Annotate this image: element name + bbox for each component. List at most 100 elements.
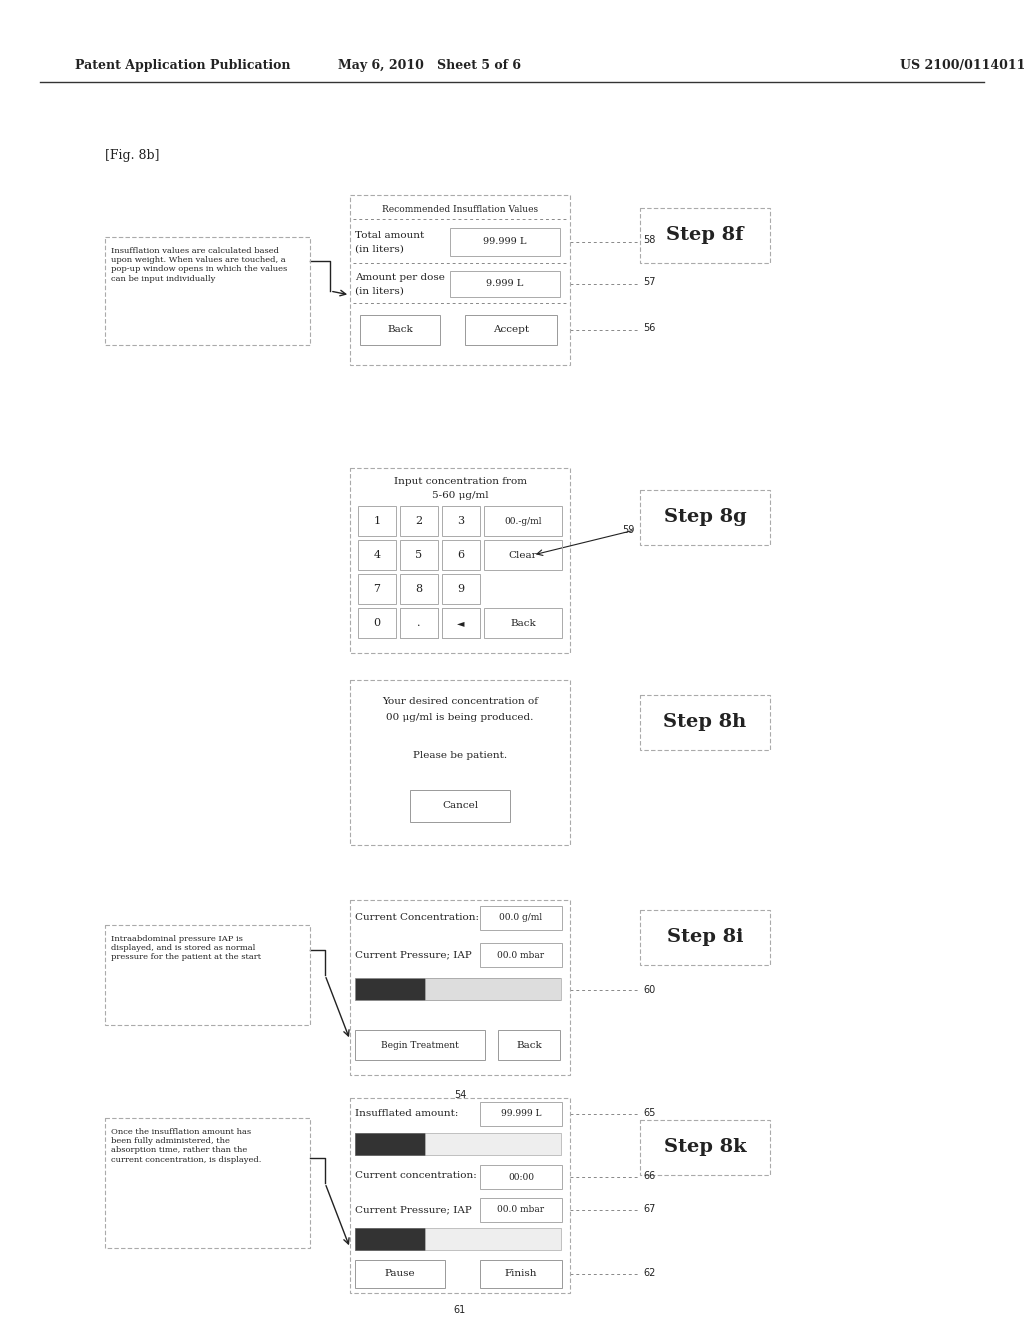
Bar (355, 1228, 425, 1250)
Bar (442, 609, 480, 638)
Bar (465, 315, 557, 345)
Text: [Fig. 8b]: [Fig. 8b] (105, 149, 160, 161)
Text: Patent Application Publication: Patent Application Publication (75, 58, 291, 71)
Bar (355, 978, 560, 1001)
Text: 00 μg/ml is being produced.: 00 μg/ml is being produced. (386, 714, 534, 722)
Text: .: . (417, 618, 421, 628)
Text: 7: 7 (374, 583, 381, 594)
Text: Step 8h: Step 8h (664, 713, 746, 731)
Text: Insufflated amount:: Insufflated amount: (355, 1110, 459, 1118)
Text: 99.999 L: 99.999 L (501, 1110, 542, 1118)
Text: Step 8i: Step 8i (667, 928, 743, 946)
Bar (640, 209, 770, 263)
Bar (480, 906, 562, 931)
Text: 00.-g/ml: 00.-g/ml (504, 516, 542, 525)
Bar (355, 1030, 485, 1060)
Text: Intraabdominal pressure IAP is
displayed, and is stored as normal
pressure for t: Intraabdominal pressure IAP is displayed… (111, 935, 261, 961)
Text: Please be patient.: Please be patient. (413, 751, 507, 759)
Text: 00:00: 00:00 (508, 1172, 534, 1181)
Bar (442, 609, 480, 638)
Text: 59: 59 (623, 525, 635, 535)
Text: Begin Treatment: Begin Treatment (381, 1040, 459, 1049)
Bar (425, 1228, 561, 1250)
Text: 58: 58 (643, 235, 655, 246)
Bar (450, 228, 560, 256)
Bar (410, 789, 510, 822)
Bar (480, 1166, 562, 1189)
Text: Current concentration:: Current concentration: (355, 1172, 477, 1180)
Bar (400, 574, 438, 605)
Text: 65: 65 (643, 1107, 655, 1118)
Bar (484, 540, 562, 570)
Text: 1: 1 (374, 516, 381, 525)
Bar (480, 1261, 562, 1288)
Bar (484, 506, 562, 536)
Text: 6: 6 (458, 550, 465, 560)
Text: 00.0 mbar: 00.0 mbar (498, 950, 545, 960)
Text: US 2100/0114011 A1: US 2100/0114011 A1 (900, 58, 1024, 71)
Text: Step 8g: Step 8g (664, 508, 746, 525)
Text: 67: 67 (643, 1204, 655, 1214)
Text: (in liters): (in liters) (355, 286, 403, 296)
Text: 2: 2 (416, 516, 423, 525)
Bar (350, 1098, 570, 1294)
Bar (400, 506, 438, 536)
Text: Step 8k: Step 8k (664, 1138, 746, 1156)
Text: Your desired concentration of: Your desired concentration of (382, 697, 538, 706)
Text: 4: 4 (374, 550, 381, 560)
Bar (105, 925, 310, 1026)
Text: 57: 57 (643, 277, 655, 286)
Text: 00.0 mbar: 00.0 mbar (498, 1205, 545, 1214)
Bar (400, 609, 438, 638)
Bar (498, 1030, 560, 1060)
Text: Step 8f: Step 8f (667, 227, 743, 244)
Text: Recommended Insufflation Values: Recommended Insufflation Values (382, 205, 538, 214)
Text: Current Pressure; IAP: Current Pressure; IAP (355, 1205, 472, 1214)
Bar (640, 1119, 770, 1175)
Text: (in liters): (in liters) (355, 246, 403, 253)
Text: May 6, 2010   Sheet 5 of 6: May 6, 2010 Sheet 5 of 6 (339, 58, 521, 71)
Bar (358, 609, 396, 638)
Bar (425, 978, 561, 1001)
Text: ◄: ◄ (458, 618, 465, 628)
Bar (640, 909, 770, 965)
Bar (450, 271, 560, 297)
Bar (480, 1102, 562, 1126)
Text: 56: 56 (643, 323, 655, 333)
Bar (350, 680, 570, 845)
Bar (640, 696, 770, 750)
Text: Current Pressure; IAP: Current Pressure; IAP (355, 950, 472, 960)
Bar (358, 540, 396, 570)
Text: Amount per dose: Amount per dose (355, 273, 444, 282)
Text: 8: 8 (416, 583, 423, 594)
Text: Input concentration from: Input concentration from (393, 477, 526, 486)
Text: 61: 61 (454, 1305, 466, 1315)
Bar (425, 1133, 561, 1155)
Bar (442, 574, 480, 605)
Text: Back: Back (387, 326, 413, 334)
Bar (350, 469, 570, 653)
Bar (105, 1118, 310, 1247)
Text: Once the insufflation amount has
been fully administered, the
absorption time, r: Once the insufflation amount has been fu… (111, 1129, 261, 1164)
Text: 66: 66 (643, 1171, 655, 1181)
Text: 60: 60 (643, 985, 655, 995)
Bar (400, 540, 438, 570)
Text: 00.0 g/ml: 00.0 g/ml (500, 913, 543, 923)
Bar (480, 942, 562, 968)
Text: Accept: Accept (493, 326, 529, 334)
Bar (358, 506, 396, 536)
Bar (442, 540, 480, 570)
Bar (358, 574, 396, 605)
Bar (400, 609, 438, 638)
Bar (350, 900, 570, 1074)
Text: Insufflation values are calculated based
upon weight. When values are touched, a: Insufflation values are calculated based… (111, 247, 288, 282)
Text: Pause: Pause (385, 1270, 416, 1279)
Bar (360, 315, 440, 345)
Text: Total amount: Total amount (355, 231, 424, 240)
Bar (442, 506, 480, 536)
Text: 9: 9 (458, 583, 465, 594)
Bar (355, 1133, 425, 1155)
Text: 54: 54 (454, 1090, 466, 1100)
Text: Current Concentration:: Current Concentration: (355, 913, 479, 923)
Text: Cancel: Cancel (442, 801, 478, 810)
